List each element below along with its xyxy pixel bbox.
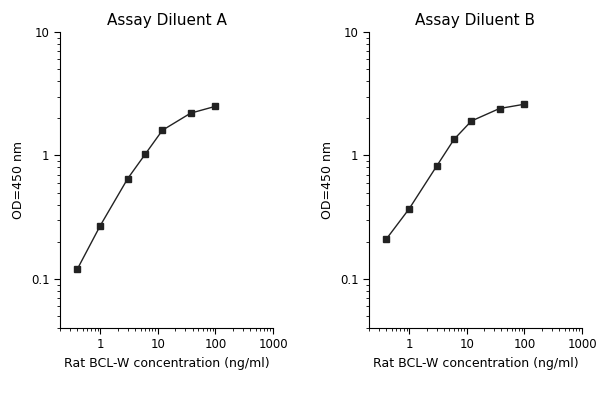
Title: Assay Diluent B: Assay Diluent B: [415, 13, 535, 28]
X-axis label: Rat BCL-W concentration (ng/ml): Rat BCL-W concentration (ng/ml): [64, 357, 269, 370]
Y-axis label: OD=450 nm: OD=450 nm: [322, 141, 334, 219]
Y-axis label: OD=450 nm: OD=450 nm: [13, 141, 25, 219]
X-axis label: Rat BCL-W concentration (ng/ml): Rat BCL-W concentration (ng/ml): [373, 357, 578, 370]
Title: Assay Diluent A: Assay Diluent A: [107, 13, 226, 28]
